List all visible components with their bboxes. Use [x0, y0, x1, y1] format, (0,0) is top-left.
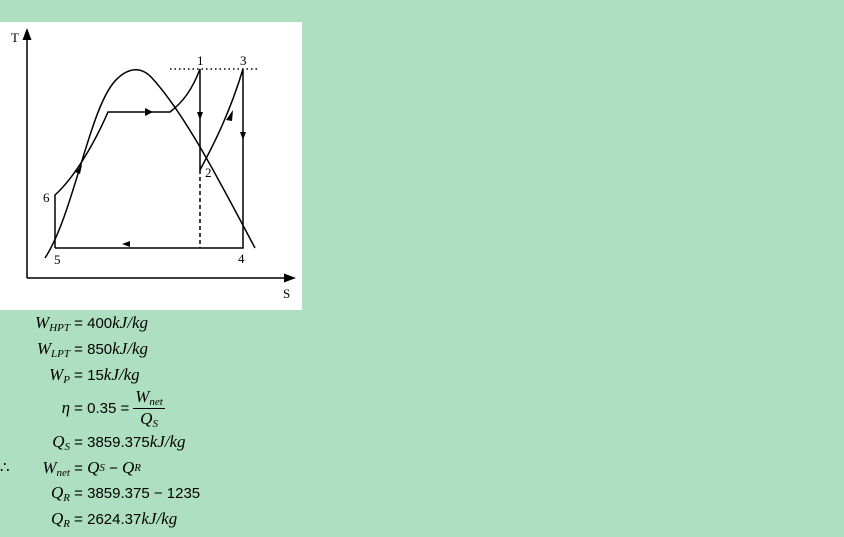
equation: η = 0.35 = Wnet QS: [0, 387, 165, 430]
equation: WP = 15 kJ/kg: [0, 363, 140, 387]
arrow: [226, 110, 233, 121]
value: 850: [87, 340, 113, 358]
var: W: [135, 386, 150, 406]
axis-label: T: [11, 30, 19, 45]
var: Q: [140, 408, 153, 428]
sub: P: [63, 373, 70, 386]
unit: kJ/kg: [112, 313, 148, 332]
eq: =: [74, 314, 83, 332]
var: Q: [50, 482, 64, 502]
var: Q: [50, 508, 64, 528]
axis-label: S: [283, 286, 290, 301]
fraction: Wnet QS: [133, 387, 165, 430]
var: W: [49, 364, 64, 384]
value: 400: [87, 314, 113, 332]
equation: QR = 3859.375 − 1235: [0, 481, 200, 505]
var: Q: [52, 431, 65, 451]
equation: WHPT = 400 kJ/kg: [0, 311, 148, 335]
point-label: 6: [43, 190, 50, 205]
unit: kJ/kg: [149, 432, 186, 451]
var: Q: [122, 458, 135, 477]
sub: S: [64, 440, 71, 453]
value: 3859.375 − 1235: [87, 484, 201, 502]
op: −: [109, 459, 118, 477]
saturation-dome: [44, 69, 256, 259]
equation: QR = 2624.37 kJ/kg: [0, 507, 177, 531]
eq: =: [74, 459, 83, 477]
value: 0.35 =: [87, 399, 130, 417]
arrow: [122, 241, 130, 247]
unit: kJ/kg: [141, 509, 178, 528]
sub: S: [152, 417, 158, 430]
sub: net: [56, 466, 70, 479]
sub: S: [99, 462, 105, 474]
point-label: 4: [238, 251, 245, 266]
eq: =: [74, 510, 83, 528]
value: 3859.375: [87, 433, 150, 451]
eq: =: [74, 340, 83, 358]
arrow: [197, 112, 203, 120]
sub: R: [63, 491, 70, 504]
eq: =: [74, 366, 83, 384]
var: W: [42, 457, 57, 477]
arrow: [145, 108, 153, 116]
arrow: [240, 132, 246, 140]
eq: =: [74, 433, 83, 451]
unit: kJ/kg: [112, 339, 148, 358]
var: W: [35, 312, 50, 332]
cycle: [54, 68, 244, 249]
sub: HPT: [49, 321, 70, 334]
value: 15: [87, 366, 104, 384]
sub: LPT: [51, 347, 70, 360]
eq: =: [74, 484, 83, 502]
point-label: 2: [205, 165, 212, 180]
point-label: 1: [197, 53, 204, 68]
equation: WLPT = 850 kJ/kg: [0, 337, 148, 361]
point-label: 5: [54, 252, 61, 267]
point-label: 3: [240, 53, 247, 68]
equation: QS = 3859.375 kJ/kg: [0, 430, 186, 454]
sub: R: [63, 517, 70, 530]
var: W: [36, 338, 52, 358]
value: 2624.37: [87, 510, 142, 528]
var: η: [61, 398, 70, 417]
sub: net: [149, 395, 163, 408]
ts-diagram: T S 1 2 3 4 5 6: [0, 22, 302, 310]
var: Q: [87, 458, 100, 477]
unit: kJ/kg: [103, 365, 140, 384]
sub: R: [134, 462, 142, 474]
eq: =: [74, 399, 83, 417]
prefix: ∴: [0, 458, 10, 476]
arrow: [75, 165, 82, 174]
